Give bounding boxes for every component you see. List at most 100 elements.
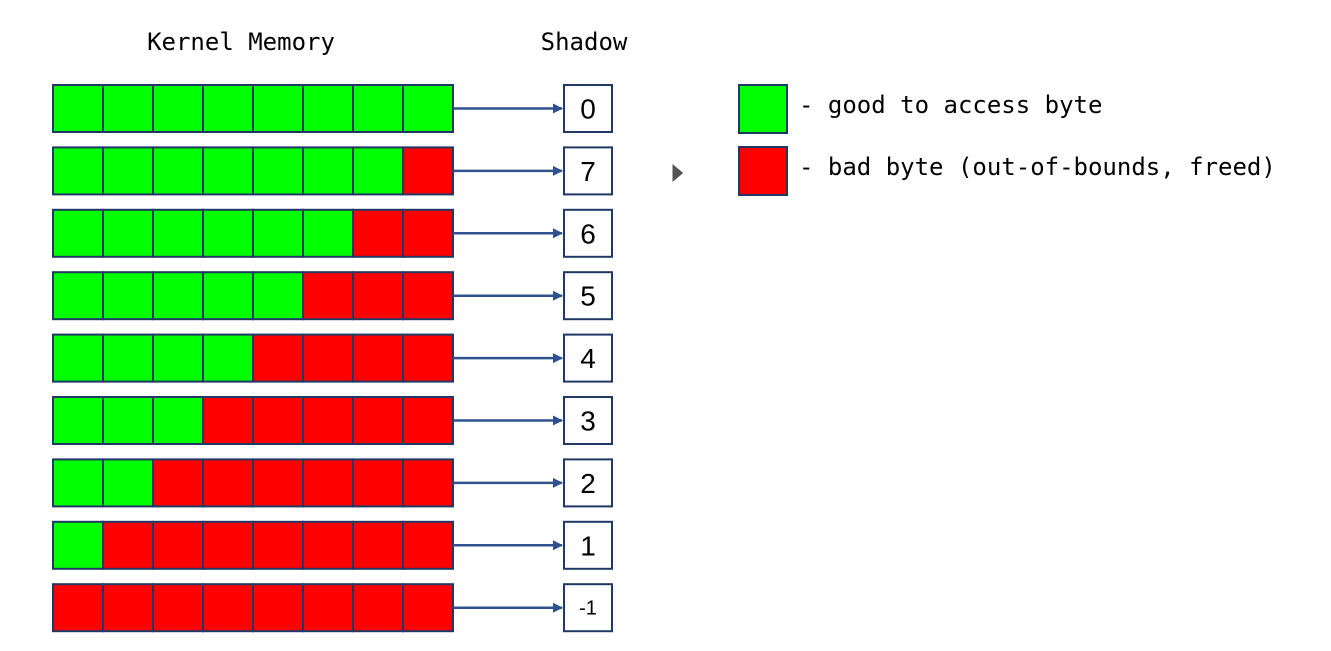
bad-byte-cell	[352, 458, 404, 508]
shadow-value: 0	[580, 94, 596, 125]
bad-byte-cell	[52, 583, 104, 633]
bad-byte-cell	[252, 458, 304, 508]
memory-row: -1	[52, 583, 613, 633]
good-byte-cell	[102, 271, 154, 321]
bad-byte-cell	[302, 333, 354, 383]
good-byte-cell	[202, 208, 254, 258]
bad-byte-cell	[352, 583, 404, 633]
memory-row: 4	[52, 333, 613, 383]
bad-byte-cell	[402, 520, 454, 570]
good-byte-cell	[202, 84, 254, 133]
bad-byte-cell	[202, 583, 254, 633]
good-byte-cell	[252, 271, 304, 321]
good-byte-cell	[52, 146, 104, 196]
kernel-memory-header: Kernel Memory	[147, 28, 335, 56]
good-byte-cell	[52, 333, 104, 383]
bad-byte-cell	[152, 583, 204, 633]
shadow-value-box	[563, 458, 613, 508]
mouse-cursor-icon	[671, 161, 685, 185]
shadow-header: Shadow	[541, 28, 628, 56]
good-byte-cell	[152, 333, 204, 383]
bad-byte-cell	[252, 396, 304, 445]
legend-bad-label: - bad byte (out-of-bounds, freed)	[799, 153, 1276, 181]
legend-good-swatch	[738, 84, 788, 134]
bad-byte-cell	[152, 458, 204, 508]
good-byte-cell	[102, 333, 154, 383]
legend-good-label: - good to access byte	[799, 91, 1102, 119]
bad-byte-cell	[302, 271, 354, 321]
good-byte-cell	[52, 208, 104, 258]
bad-byte-cell	[402, 146, 454, 196]
bad-byte-cell	[352, 333, 404, 383]
bad-byte-cell	[402, 333, 454, 383]
shadow-value-box	[563, 396, 613, 445]
good-byte-cell	[302, 84, 354, 133]
legend-bad-swatch	[738, 146, 788, 196]
shadow-value-box	[563, 271, 613, 321]
shadow-value-box	[563, 583, 613, 633]
good-byte-cell	[202, 333, 254, 383]
bad-byte-cell	[352, 271, 404, 321]
bad-byte-cell	[302, 583, 354, 633]
bad-byte-cell	[352, 520, 404, 570]
memory-row: 1	[52, 520, 613, 570]
bad-byte-cell	[402, 396, 454, 445]
bad-byte-cell	[402, 458, 454, 508]
memory-row: 5	[52, 271, 613, 321]
bad-byte-cell	[302, 396, 354, 445]
bad-byte-cell	[302, 520, 354, 570]
shadow-value-box	[563, 333, 613, 383]
good-byte-cell	[202, 271, 254, 321]
shadow-value: 5	[580, 281, 596, 312]
good-byte-cell	[352, 84, 404, 133]
good-byte-cell	[102, 396, 154, 445]
shadow-value-box	[563, 146, 613, 196]
good-byte-cell	[102, 84, 154, 133]
bad-byte-cell	[252, 333, 304, 383]
good-byte-cell	[152, 146, 204, 196]
good-byte-cell	[102, 146, 154, 196]
shadow-value: -1	[579, 598, 597, 620]
good-byte-cell	[52, 520, 104, 570]
good-byte-cell	[252, 146, 304, 196]
good-byte-cell	[152, 208, 204, 258]
legend: - good to access byte - bad byte (out-of…	[738, 84, 1276, 196]
shadow-value: 7	[580, 156, 596, 187]
memory-row: 7	[52, 146, 613, 196]
bad-byte-cell	[202, 520, 254, 570]
bad-byte-cell	[152, 520, 204, 570]
good-byte-cell	[152, 396, 204, 445]
bad-byte-cell	[102, 583, 154, 633]
good-byte-cell	[52, 458, 104, 508]
bad-byte-cell	[202, 458, 254, 508]
good-byte-cell	[402, 84, 454, 133]
shadow-value: 6	[580, 218, 596, 249]
good-byte-cell	[102, 458, 154, 508]
shadow-value: 1	[580, 530, 596, 561]
memory-row: 2	[52, 458, 613, 508]
shadow-value-box	[563, 84, 613, 133]
good-byte-cell	[302, 146, 354, 196]
good-byte-cell	[152, 84, 204, 133]
good-byte-cell	[52, 84, 104, 133]
good-byte-cell	[352, 146, 404, 196]
bad-byte-cell	[252, 583, 304, 633]
good-byte-cell	[152, 271, 204, 321]
good-byte-cell	[52, 396, 104, 445]
bad-byte-cell	[402, 271, 454, 321]
good-byte-cell	[252, 208, 304, 258]
bad-byte-cell	[102, 520, 154, 570]
bad-byte-cell	[352, 208, 404, 258]
memory-row: 0	[52, 84, 613, 133]
good-byte-cell	[302, 208, 354, 258]
bad-byte-cell	[352, 396, 404, 445]
good-byte-cell	[202, 146, 254, 196]
bad-byte-cell	[202, 396, 254, 445]
bad-byte-cell	[402, 583, 454, 633]
shadow-value-box	[563, 208, 613, 258]
shadow-value-box	[563, 520, 613, 570]
good-byte-cell	[52, 271, 104, 321]
good-byte-cell	[252, 84, 304, 133]
shadow-value: 4	[580, 343, 596, 374]
